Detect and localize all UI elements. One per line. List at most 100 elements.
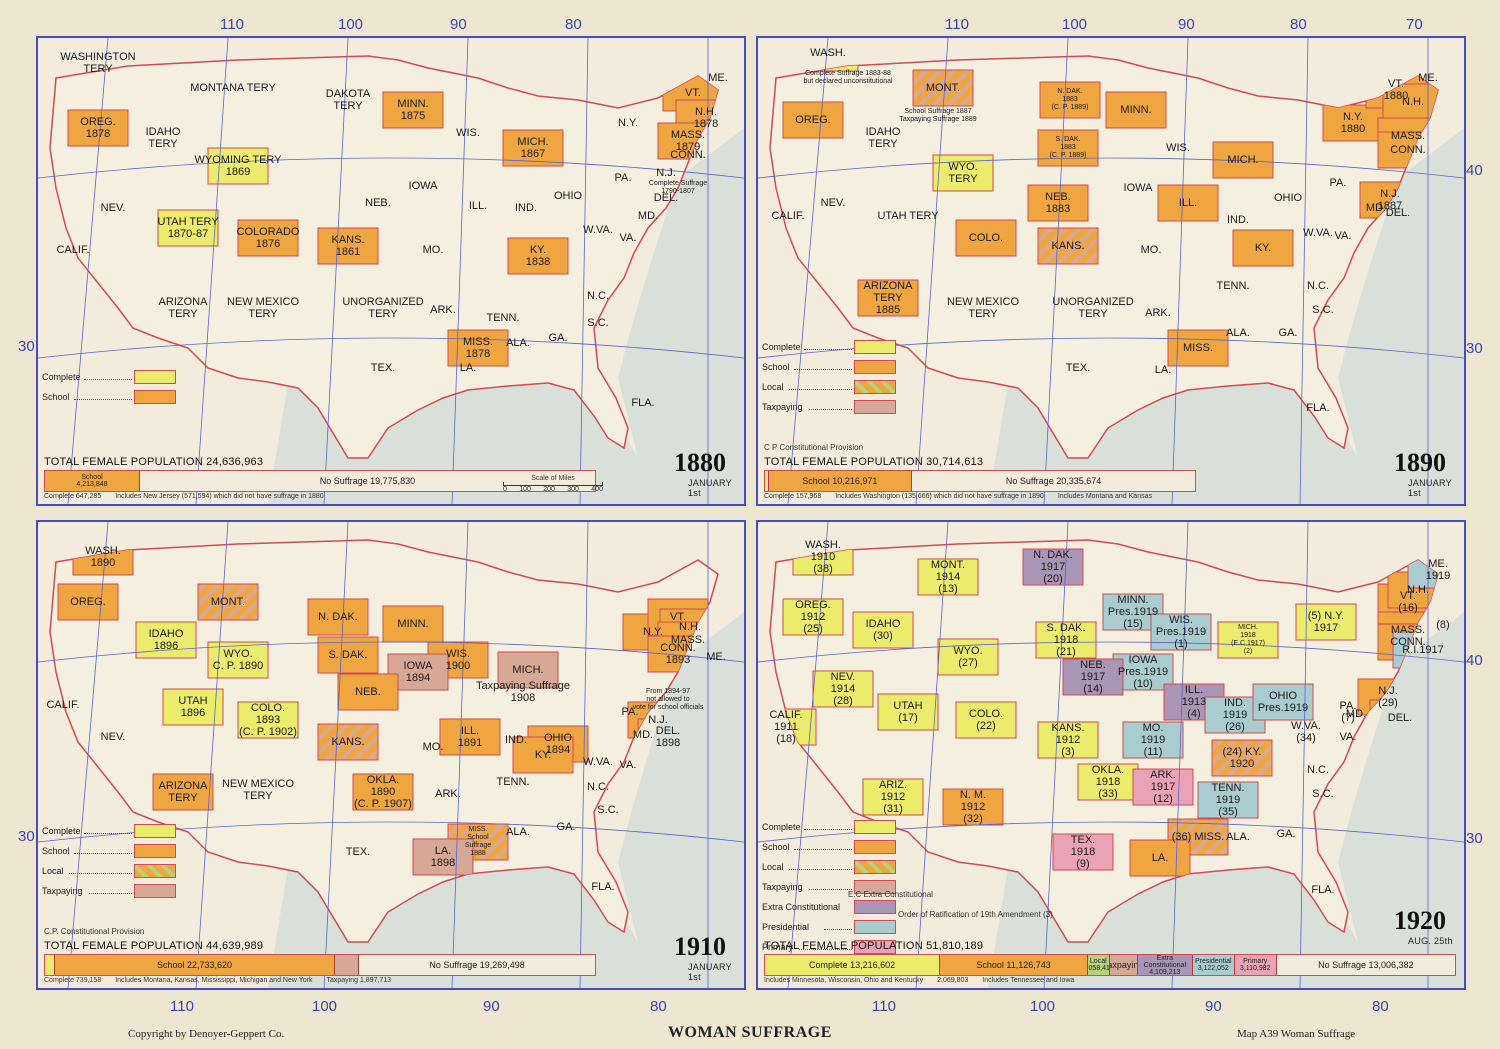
legend-swatch	[854, 860, 896, 874]
state-label-line: WIS.	[456, 127, 480, 139]
state-label-line: OKLA.	[1091, 764, 1125, 776]
state-fill	[1132, 768, 1194, 806]
population-segment-text: 3,122,052	[1197, 965, 1229, 972]
state-label: COLORADO 1876	[237, 226, 300, 250]
legend-item: Local	[762, 378, 932, 398]
state-label-line: MICH.	[512, 664, 544, 676]
state-label-line: GA.	[548, 332, 568, 344]
state-label: MASS.	[1391, 624, 1425, 636]
population-segment-text: No Suffrage 20,335,674	[1005, 475, 1102, 486]
state-label-line: 1790-1807	[661, 188, 695, 195]
state-label: WASH. 1890	[85, 545, 121, 569]
state-label-line: 1896	[153, 640, 179, 652]
legend-leader	[89, 887, 132, 894]
state-label-line: COLORADO	[236, 226, 300, 238]
parallel-line	[38, 337, 744, 359]
population-segment-text: Local	[1089, 958, 1107, 965]
state-label-line: 1878	[465, 348, 491, 360]
meridian-line	[1171, 38, 1189, 504]
state-label-line: 1893	[665, 654, 691, 666]
state-label-line: ME.	[1418, 72, 1438, 84]
scale-tick: 100	[519, 486, 531, 493]
footnote-part: Includes New Jersey (571,594) which did …	[115, 493, 324, 500]
meridian-line	[1171, 522, 1189, 988]
state-label-line: (36) MISS.	[1171, 831, 1225, 843]
legend-swatch	[134, 390, 176, 404]
state-label-line: MD.	[637, 210, 659, 222]
state-label: TENN.	[497, 776, 530, 788]
state-label-line: TENN.	[496, 776, 530, 788]
state-label: DEL.	[1386, 207, 1410, 219]
state-label: CALIF. 1911 (18)	[769, 709, 802, 745]
legend-item: Presidential	[762, 918, 932, 938]
state-label-line: 1900	[445, 660, 471, 672]
state-label-line: S.C.	[1312, 788, 1334, 800]
state-label-line: W.VA.	[583, 224, 613, 236]
state-label-line: (24) KY.	[1222, 746, 1262, 758]
state-label-line: S. DAK.	[328, 649, 368, 661]
state-fill	[317, 227, 379, 265]
footnote-part: 2,069,803	[937, 977, 969, 984]
state-label-line: CALIF.	[771, 210, 805, 222]
lon-label-110-top: 110	[220, 16, 244, 33]
state-label-line: KANS.	[331, 736, 365, 748]
state-label: NEB.	[355, 686, 381, 698]
state-label-line: 1879	[675, 141, 701, 153]
state-fill	[917, 558, 979, 596]
state-fill	[512, 736, 574, 774]
lat-label-30-right-bottom: 30	[1466, 830, 1483, 847]
state-label-line: VA.	[619, 232, 637, 244]
state-fill	[1129, 839, 1191, 877]
legend-swatch	[854, 840, 896, 854]
lon-label-90-top: 90	[450, 16, 467, 33]
state-label: MICH.	[512, 664, 543, 676]
legend-item: Extra Constitutional	[762, 898, 932, 918]
map-panel-1920: WASH. 1910 (38) MONT. 1914 (13) N. DAK. 1917 (20…	[756, 520, 1466, 990]
state-label: IND.	[515, 202, 537, 214]
lat-label-40-right-top: 40	[1466, 162, 1483, 179]
state-fill	[1037, 129, 1099, 167]
state-label-line: IDAHO	[145, 126, 181, 138]
state-label-line: NEV.	[830, 671, 856, 683]
legend: Complete School Local Taxpaying Extra Consti…	[762, 818, 932, 958]
state-label-line: 1867	[520, 148, 546, 160]
state-label: N.C.	[1307, 764, 1329, 776]
population-segment: Complete 13,216,602	[765, 955, 941, 975]
state-label-line: S.C.	[1312, 304, 1334, 316]
lat-label-30-left-bottom: 30	[18, 828, 35, 845]
legend-label: Complete	[42, 826, 81, 836]
state-label-line: 1919	[1140, 734, 1166, 746]
population-title: TOTAL FEMALE POPULATION 30,714,613	[764, 456, 984, 468]
state-label: TEX.	[346, 846, 370, 858]
map-panel-1910: WASH. 1890 MONT. N. DAK. MINN. OREG. IDAHO 1896…	[36, 520, 746, 990]
state-label-line: (4)	[1187, 708, 1201, 720]
state-label-line: CALIF.	[56, 244, 90, 256]
population-segment: No Suffrage 20,335,674	[912, 471, 1195, 491]
state-label: NEV.	[821, 197, 846, 209]
meridian-line	[323, 522, 349, 988]
population-title: TOTAL FEMALE POPULATION 24,636,963	[44, 456, 264, 468]
state-label-line: (21)	[1056, 646, 1076, 658]
state-label: FLA.	[1306, 402, 1329, 414]
lon-label-110-bottom-right: 110	[872, 998, 896, 1015]
state-label: OKLA. 1918 (33)	[1092, 764, 1124, 800]
state-fill	[67, 109, 129, 147]
state-label: N.H.	[1402, 96, 1424, 108]
state-label-line: IND.	[515, 202, 537, 214]
legend-leader	[799, 943, 852, 950]
state-label: MICH. 1867	[517, 136, 548, 160]
state-label-line: 1919	[1425, 570, 1451, 582]
state-label: TEX. 1918 (9)	[1071, 834, 1095, 870]
map-panel-1880: WASHINGTON TERY MONTANA TERY DAKOTA TERY MINN…	[36, 36, 746, 506]
state-label: IND.	[1227, 214, 1249, 226]
state-label-line: 1914	[935, 571, 961, 583]
state-label: COLO.	[969, 232, 1003, 244]
state-label-line: 1878	[85, 128, 111, 140]
state-label-line: 1918	[1240, 632, 1256, 639]
state-label: TEX.	[371, 362, 395, 374]
state-label-line: 1919	[1222, 709, 1248, 721]
state-label-line: OREG.	[795, 599, 831, 611]
state-label: OHIO Pres.1919	[1258, 690, 1308, 714]
state-label: DEL.	[654, 192, 678, 204]
population-footnote: Complete 739,158 Includes Montana, Kansas…	[44, 977, 405, 984]
